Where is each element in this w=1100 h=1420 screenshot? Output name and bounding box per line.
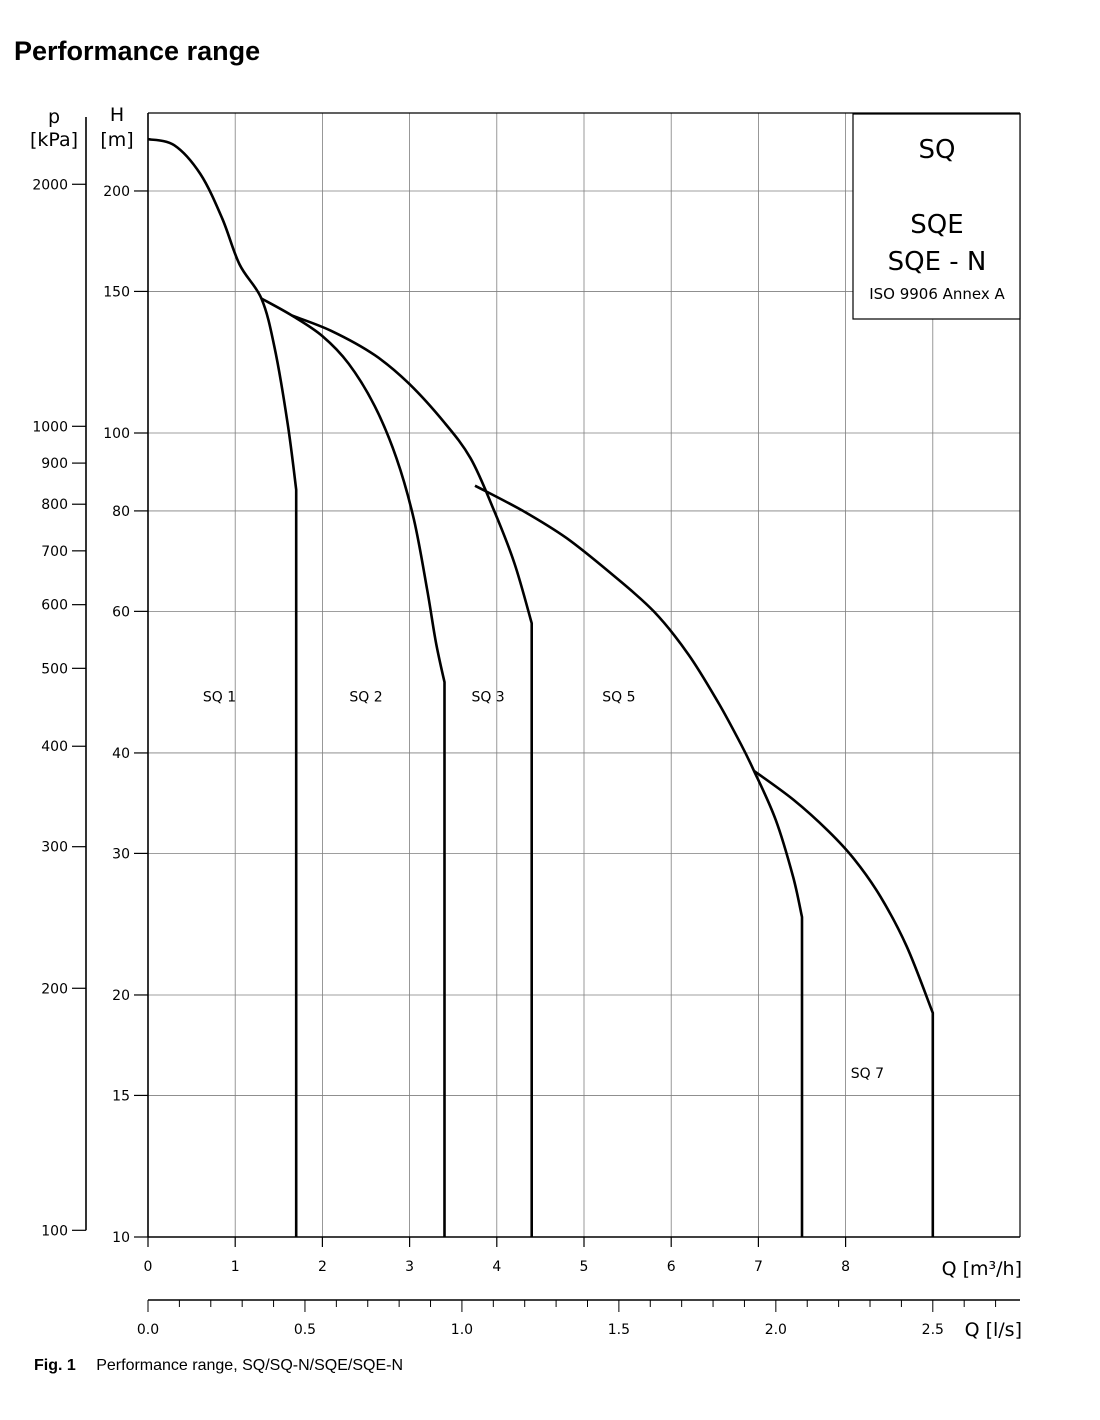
x-tick-label-m3h: 5	[580, 1259, 589, 1275]
x-tick-label-m3h: 7	[754, 1259, 763, 1275]
y-axis-unit-h: [m]	[100, 129, 133, 151]
y-tick-label-p: 1000	[32, 419, 68, 435]
x-tick-label-ls: 2.5	[922, 1322, 944, 1338]
x-tick-label-ls: 0.5	[294, 1322, 316, 1338]
y-tick-label-p: 800	[41, 497, 68, 513]
x-tick-label-m3h: 6	[667, 1259, 676, 1275]
x-tick-label-m3h: 0	[144, 1259, 153, 1275]
legend-line-sq: SQ	[919, 135, 956, 165]
y-tick-label-h: 80	[112, 504, 130, 520]
y-tick-label-h: 20	[112, 988, 130, 1004]
figure-caption: Fig. 1 Performance range, SQ/SQ-N/SQE/SQ…	[34, 1357, 403, 1375]
y-tick-label-p: 200	[41, 981, 68, 997]
y-tick-label-h: 100	[103, 426, 130, 442]
x-tick-label-m3h: 2	[318, 1259, 327, 1275]
y-axis-symbol-h: H	[110, 104, 124, 126]
y-axis-symbol-p: p	[48, 106, 60, 128]
x-tick-label-m3h: 4	[492, 1259, 501, 1275]
curve-sq-1	[147, 137, 298, 1237]
y-tick-label-h: 30	[112, 846, 130, 862]
y-tick-label-p: 2000	[32, 177, 68, 193]
y-tick-label-h: 40	[112, 746, 130, 762]
x-tick-label-m3h: 1	[231, 1259, 240, 1275]
legend-frame	[852, 113, 1021, 320]
y-tick-label-h: 10	[112, 1230, 130, 1246]
y-tick-label-p: 500	[41, 661, 68, 677]
legend-note: ISO 9906 Annex A	[869, 285, 1005, 303]
y-tick-label-p: 600	[41, 598, 68, 614]
curve-sq-7	[753, 769, 935, 1237]
series-label-sq-7: SQ 7	[851, 1066, 884, 1082]
y-tick-label-p: 400	[41, 739, 68, 755]
y-tick-label-p: 700	[41, 544, 68, 560]
axes: 10152030406080100150200H[m]1002003004005…	[30, 104, 1022, 1341]
y-tick-label-h: 200	[103, 184, 130, 200]
series-label-sq-1: SQ 1	[203, 690, 236, 706]
x-axis-label-ls: Q [l/s]	[965, 1319, 1022, 1341]
series-label-sq-5: SQ 5	[602, 690, 635, 706]
x-tick-label-m3h: 8	[841, 1259, 850, 1275]
x-tick-label-ls: 1.0	[451, 1322, 473, 1338]
page-title: Performance range	[14, 36, 261, 66]
y-axis-unit-p: [kPa]	[30, 129, 78, 151]
y-tick-label-p: 300	[41, 840, 68, 856]
figure-number: Fig. 1	[34, 1357, 76, 1374]
legend-line-sqe: SQE	[910, 210, 963, 240]
curve-sq-3	[291, 314, 533, 1237]
y-tick-label-h: 15	[112, 1088, 130, 1104]
curve-sq-2	[260, 297, 446, 1237]
legend-box: SQ SQE SQE - N ISO 9906 Annex A	[852, 113, 1021, 320]
y-tick-label-h: 60	[112, 604, 130, 620]
figure-caption-text: Performance range, SQ/SQ-N/SQE/SQE-N	[96, 1357, 403, 1374]
x-tick-label-m3h: 3	[405, 1259, 414, 1275]
curve-sq-5	[474, 484, 804, 1237]
x-axis-label-m3h: Q [m³/h]	[942, 1258, 1022, 1280]
x-tick-label-ls: 0.0	[137, 1322, 159, 1338]
y-tick-label-p: 100	[41, 1223, 68, 1239]
x-tick-label-ls: 1.5	[608, 1322, 630, 1338]
legend-line-sqe-n: SQE - N	[888, 247, 987, 277]
y-tick-label-p: 900	[41, 456, 68, 472]
x-tick-label-ls: 2.0	[765, 1322, 787, 1338]
series-label-sq-3: SQ 3	[471, 690, 504, 706]
series-label-sq-2: SQ 2	[349, 690, 382, 706]
y-tick-label-h: 150	[103, 284, 130, 300]
performance-curves: SQ 1 SQ 2 SQ 3 SQ 5 SQ 7	[147, 137, 935, 1237]
